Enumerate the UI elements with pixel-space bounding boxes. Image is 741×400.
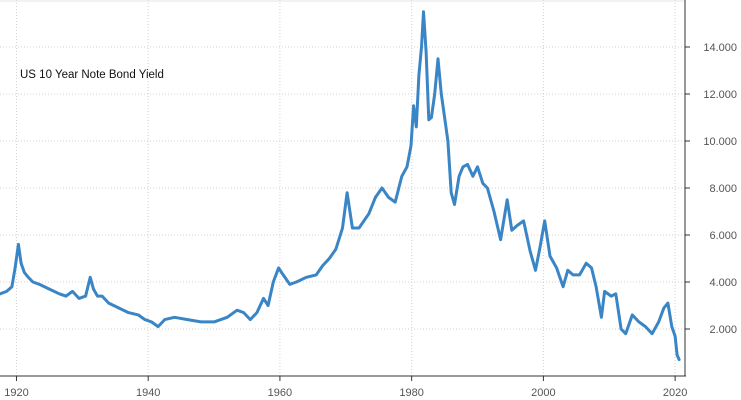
y-tick-label: 2.000 <box>709 324 737 336</box>
series-line-0 <box>0 10 681 362</box>
chart-title: US 10 Year Note Bond Yield <box>20 69 164 81</box>
x-tick-label: 1940 <box>136 387 160 399</box>
x-tick-label: 1920 <box>4 387 28 399</box>
horizontal-gridlines <box>0 46 685 330</box>
y-tick-label: 10.000 <box>703 136 737 148</box>
y-tick-label: 4.000 <box>709 277 737 289</box>
y-tick-label: 8.000 <box>709 183 737 195</box>
x-tick-label: 1960 <box>268 387 292 399</box>
y-tick-label: 12.000 <box>703 89 737 101</box>
y-axis-ticks: 2.000 4.000 6.000 8.000 10.000 12.000 14.000 <box>685 42 737 336</box>
y-tick-label: 14.000 <box>703 42 737 54</box>
y-tick-label: 6.000 <box>709 230 737 242</box>
x-tick-label: 1980 <box>399 387 423 399</box>
x-axis-ticks: 1920 1940 1960 1980 2000 2020 <box>4 376 687 399</box>
x-tick-label: 2020 <box>663 387 687 399</box>
x-tick-label: 2000 <box>531 387 555 399</box>
series-layer <box>0 10 681 362</box>
